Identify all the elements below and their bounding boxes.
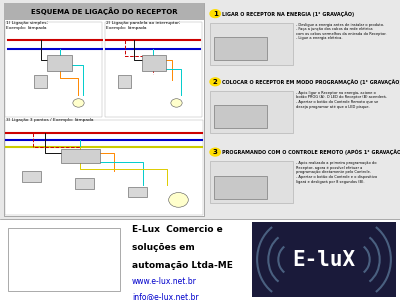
- Text: 3) Ligação 3 pontos / Exemplo: lâmpada: 3) Ligação 3 pontos / Exemplo: lâmpada: [6, 118, 94, 122]
- Bar: [48, 55, 72, 71]
- Text: - Após realizado a primeira programação do
Receptor, agora é possível efetuar a
: - Após realizado a primeira programação …: [296, 161, 378, 184]
- Text: COLOCAR O RECEPTOR EM MODO PROGRAMAÇÃO (1° GRAVAÇÃO): COLOCAR O RECEPTOR EM MODO PROGRAMAÇÃO (…: [222, 79, 400, 85]
- Bar: [252, 222, 396, 297]
- Bar: [4, 3, 204, 20]
- Bar: [210, 161, 293, 203]
- Text: E-luX: E-luX: [292, 250, 356, 269]
- Bar: [210, 91, 293, 133]
- Text: 2: 2: [213, 79, 218, 85]
- Circle shape: [73, 99, 84, 107]
- Text: PROGRAMANDO COM O CONTROLE REMOTO (APÓS 1° GRAVAÇÃO): PROGRAMANDO COM O CONTROLE REMOTO (APÓS …: [222, 149, 400, 155]
- Bar: [61, 149, 100, 163]
- Text: info@e-lux.net.br: info@e-lux.net.br: [132, 292, 199, 300]
- Bar: [5, 22, 102, 117]
- Text: 1: 1: [213, 11, 218, 16]
- Bar: [8, 228, 120, 291]
- Circle shape: [210, 10, 220, 17]
- Text: E-Lux  Comercio e: E-Lux Comercio e: [132, 225, 223, 234]
- Text: ESQUEMA DE LIGAÇÃO DO RECEPTOR: ESQUEMA DE LIGAÇÃO DO RECEPTOR: [31, 7, 177, 15]
- Circle shape: [169, 193, 188, 207]
- Bar: [142, 55, 166, 71]
- Text: - Desligue a energia antes de instalar o produto.
- Faça a junção dos cabos da r: - Desligue a energia antes de instalar o…: [296, 22, 387, 40]
- Text: - Após ligar o Receptor na energia, acione o
botão PROG (A). O LED do Receptor (: - Após ligar o Receptor na energia, acio…: [296, 91, 387, 109]
- Text: 3: 3: [213, 149, 218, 155]
- Text: soluções em: soluções em: [132, 243, 195, 252]
- Bar: [128, 187, 147, 197]
- Bar: [4, 3, 204, 216]
- Bar: [210, 22, 293, 64]
- Bar: [105, 22, 202, 117]
- Circle shape: [171, 99, 182, 107]
- Bar: [22, 171, 41, 182]
- Text: LIGAR O RECEPTOR NA ENERGIA (1° GRAVAÇÃO): LIGAR O RECEPTOR NA ENERGIA (1° GRAVAÇÃO…: [222, 11, 354, 16]
- Text: www.e-lux.net.br: www.e-lux.net.br: [132, 278, 197, 286]
- Bar: [34, 75, 48, 88]
- Circle shape: [210, 78, 220, 86]
- Circle shape: [210, 148, 220, 156]
- Bar: [214, 176, 267, 199]
- Bar: [214, 37, 267, 60]
- Bar: [214, 105, 267, 128]
- Bar: [74, 178, 94, 189]
- Bar: [5, 120, 203, 215]
- Text: 2) Ligação paralela ao interruptor;
Exemplo: lâmpada: 2) Ligação paralela ao interruptor; Exem…: [106, 21, 181, 30]
- Bar: [118, 75, 131, 88]
- Text: automação Ltda-ME: automação Ltda-ME: [132, 261, 233, 270]
- Bar: [0, 219, 400, 300]
- Text: 1) Ligação simples;
Exemplo: lâmpada: 1) Ligação simples; Exemplo: lâmpada: [6, 21, 48, 30]
